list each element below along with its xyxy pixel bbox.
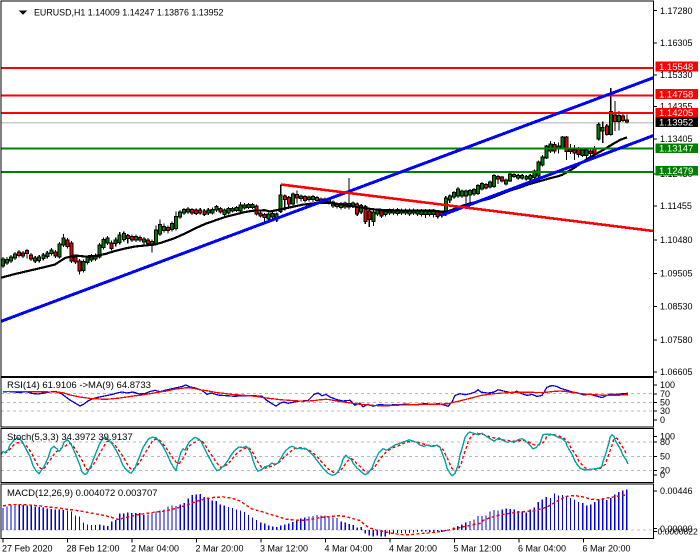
svg-text:30: 30	[660, 406, 670, 416]
svg-text:1.14205: 1.14205	[659, 108, 693, 119]
svg-text:2 Mar 20:00: 2 Mar 20:00	[196, 544, 244, 554]
svg-text:6 Mar 04:00: 6 Mar 04:00	[518, 544, 566, 554]
svg-text:Stoch(5,3,3) 34.3972 39.9137: Stoch(5,3,3) 34.3972 39.9137	[7, 432, 133, 443]
svg-text:1.14355: 1.14355	[660, 102, 693, 112]
svg-text:0.00446: 0.00446	[660, 486, 693, 496]
svg-text:27 Feb 2020: 27 Feb 2020	[2, 544, 53, 554]
svg-text:50: 50	[660, 452, 670, 462]
svg-text:1.15548: 1.15548	[659, 62, 693, 73]
svg-text:70: 70	[660, 389, 670, 399]
svg-text:MACD(12,26,9) 0.004072 0.00370: MACD(12,26,9) 0.004072 0.003707	[7, 488, 158, 499]
svg-text:50: 50	[660, 398, 670, 408]
svg-text:28 Feb 12:00: 28 Feb 12:00	[67, 544, 120, 554]
svg-text:1.13147: 1.13147	[659, 144, 693, 155]
svg-text:1.09505: 1.09505	[660, 269, 693, 279]
svg-text:6 Mar 20:00: 6 Mar 20:00	[583, 544, 631, 554]
svg-text:0.0000822: 0.0000822	[658, 527, 698, 537]
svg-text:1.12479: 1.12479	[659, 166, 693, 177]
svg-text:EURUSD,H1 1.14009 1.14247 1.1: EURUSD,H1 1.14009 1.14247 1.13876 1.1395…	[34, 8, 224, 18]
svg-text:5 Mar 12:00: 5 Mar 12:00	[454, 544, 502, 554]
svg-text:1.07580: 1.07580	[660, 335, 693, 345]
svg-text:1.16305: 1.16305	[660, 38, 693, 48]
svg-text:20: 20	[660, 466, 670, 476]
svg-text:80: 80	[660, 437, 670, 447]
svg-text:0: 0	[660, 415, 665, 425]
svg-text:1.14758: 1.14758	[659, 89, 693, 100]
svg-text:1.17280: 1.17280	[660, 6, 693, 16]
svg-text:RSI(14) 61.9106 ->MA(9) 64.87: RSI(14) 61.9106 ->MA(9) 64.8733	[7, 380, 151, 391]
svg-text:4 Mar 20:00: 4 Mar 20:00	[389, 544, 437, 554]
svg-text:1.11455: 1.11455	[660, 201, 692, 211]
svg-text:1.10480: 1.10480	[660, 235, 693, 245]
svg-text:1.13405: 1.13405	[660, 134, 693, 144]
svg-text:0.00000: 0.00000	[660, 524, 693, 534]
svg-text:1.06605: 1.06605	[660, 367, 693, 377]
svg-text:2 Mar 04:00: 2 Mar 04:00	[131, 544, 179, 554]
svg-text:100: 100	[660, 380, 675, 390]
svg-text:1.08530: 1.08530	[660, 302, 693, 312]
svg-text:0: 0	[660, 470, 665, 480]
svg-text:100: 100	[660, 432, 675, 442]
svg-text:4 Mar 04:00: 4 Mar 04:00	[325, 544, 373, 554]
svg-text:1.15330: 1.15330	[660, 70, 693, 80]
svg-text:3 Mar 12:00: 3 Mar 12:00	[260, 544, 308, 554]
svg-text:1.13952: 1.13952	[659, 118, 693, 129]
